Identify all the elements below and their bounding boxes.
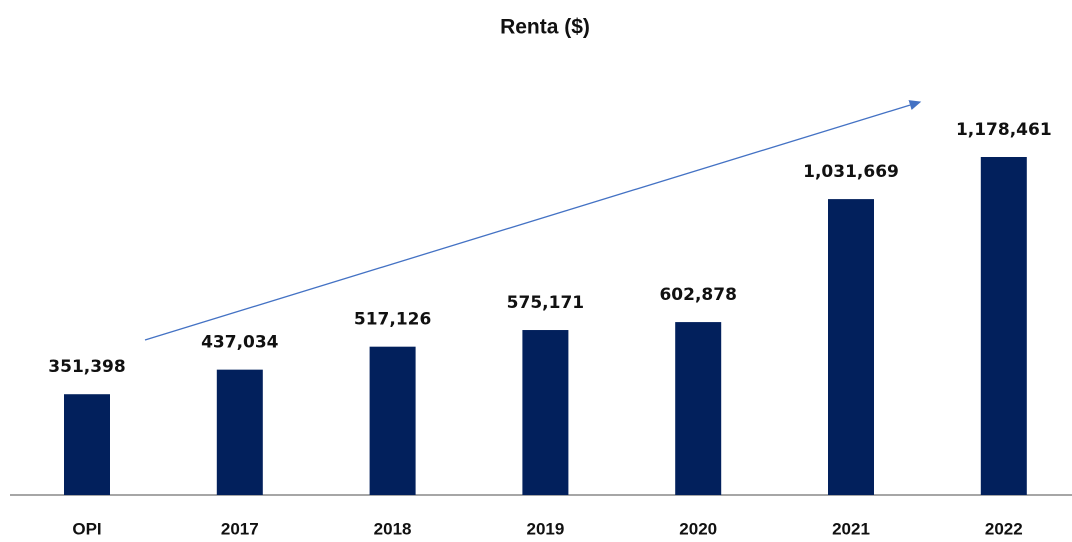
trend-arrow — [144, 100, 922, 341]
x-tick-label: 2021 — [832, 519, 870, 538]
x-tick-label: 2020 — [679, 519, 717, 538]
value-label: 1,031,669 — [803, 162, 899, 182]
bar — [522, 330, 569, 495]
value-label: 351,398 — [48, 357, 125, 377]
value-label: 437,034 — [201, 333, 279, 353]
value-label: 602,878 — [659, 285, 736, 305]
bar — [828, 199, 874, 495]
x-tick-label: OPI — [72, 519, 101, 538]
bar — [675, 322, 722, 495]
x-tick-label: 2022 — [985, 519, 1023, 538]
value-label: 1,178,461 — [956, 120, 1052, 140]
x-tick-label: 2019 — [526, 519, 564, 538]
x-tick-label: 2017 — [221, 519, 259, 538]
chart-title: Renta ($) — [500, 16, 590, 39]
value-label: 517,126 — [354, 310, 431, 330]
value-label: 575,171 — [507, 293, 584, 313]
bar — [216, 369, 263, 495]
bar — [64, 394, 110, 495]
bar — [980, 157, 1027, 495]
bar — [369, 346, 416, 495]
x-tick-label: 2018 — [374, 519, 412, 538]
